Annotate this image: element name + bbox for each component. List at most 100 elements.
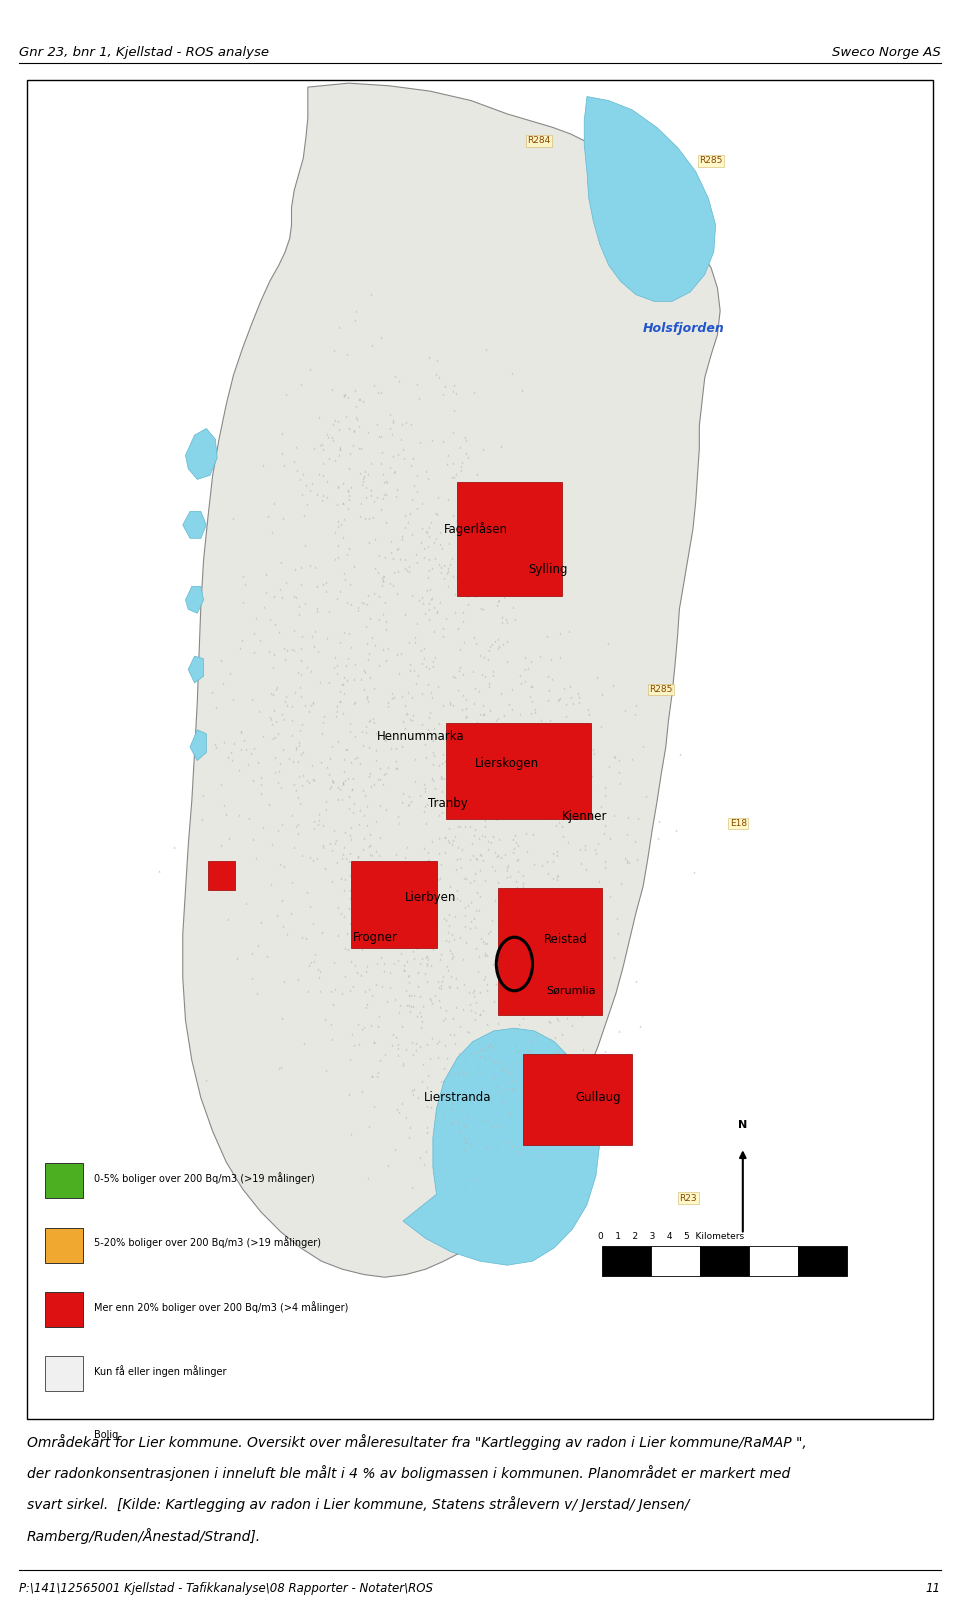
Point [571,684,587,710]
Point [204,679,220,705]
Point [421,655,437,681]
Point [396,1049,411,1075]
Point [540,1062,555,1088]
Point [385,862,400,888]
Point [380,636,396,661]
Point [343,718,358,743]
Point [503,922,518,948]
Point [316,833,331,859]
Point [343,840,358,866]
Point [222,825,237,851]
Point [349,745,365,771]
Point [485,743,500,769]
Point [436,692,451,718]
Point [275,584,290,610]
Point [258,562,274,587]
Point [268,611,283,637]
Point [417,798,432,824]
Point [315,462,330,488]
Point [520,1038,536,1064]
Point [479,1012,494,1038]
Point [540,1097,555,1123]
Point [502,1059,517,1084]
Point [316,436,331,462]
Point [560,763,575,788]
Point [548,724,564,750]
Point [568,790,584,816]
Polygon shape [182,84,720,1278]
Point [571,801,587,827]
Point [363,708,378,734]
Point [491,953,506,978]
Point [573,938,588,964]
Point [330,508,346,534]
Point [464,1131,479,1157]
Point [511,832,526,858]
Point [487,776,502,801]
Point [359,684,374,710]
Point [491,842,506,867]
Point [506,835,521,861]
Point [384,422,399,447]
Point [529,1022,544,1047]
Point [419,743,434,769]
Point [409,903,424,928]
Point [547,1023,563,1049]
Point [366,885,381,911]
Point [504,1067,519,1093]
Point [405,582,420,608]
Point [444,545,460,571]
Point [584,882,599,907]
Point [459,695,474,721]
Point [444,964,459,990]
Point [513,772,528,798]
Point [319,484,334,510]
Point [405,446,420,471]
Point [276,505,291,531]
Point [446,372,462,397]
Point [448,726,464,751]
Point [529,1081,544,1107]
Point [444,1091,460,1117]
Point [436,1068,451,1094]
Point [518,751,534,777]
Point [485,907,500,933]
Point [355,388,371,414]
Point [505,1076,520,1102]
Text: Holsfjorden: Holsfjorden [643,322,725,335]
Point [394,940,409,965]
Point [466,983,481,1009]
Point [587,938,602,964]
Point [540,804,555,830]
Point [401,962,417,988]
Point [569,936,585,962]
Point [423,679,439,705]
Point [420,344,436,370]
Text: Lierstranda: Lierstranda [423,1091,492,1104]
Point [576,907,591,933]
Point [420,1118,435,1144]
Point [400,792,416,817]
Point [576,1036,591,1062]
Point [420,1062,435,1088]
Point [271,769,286,795]
Point [551,896,566,922]
Point [442,928,457,954]
Point [318,788,333,814]
Point [420,671,435,697]
Point [359,475,374,500]
Point [313,669,328,695]
Point [523,700,539,726]
Point [420,846,436,872]
Point [336,560,351,586]
Point [466,502,481,528]
Point [356,803,372,829]
Bar [45,1292,84,1327]
Text: Reistad: Reistad [544,933,588,946]
Point [588,961,603,986]
Point [349,853,365,879]
Point [342,896,357,922]
Point [295,772,310,798]
Point [305,846,321,872]
Point [444,940,459,965]
